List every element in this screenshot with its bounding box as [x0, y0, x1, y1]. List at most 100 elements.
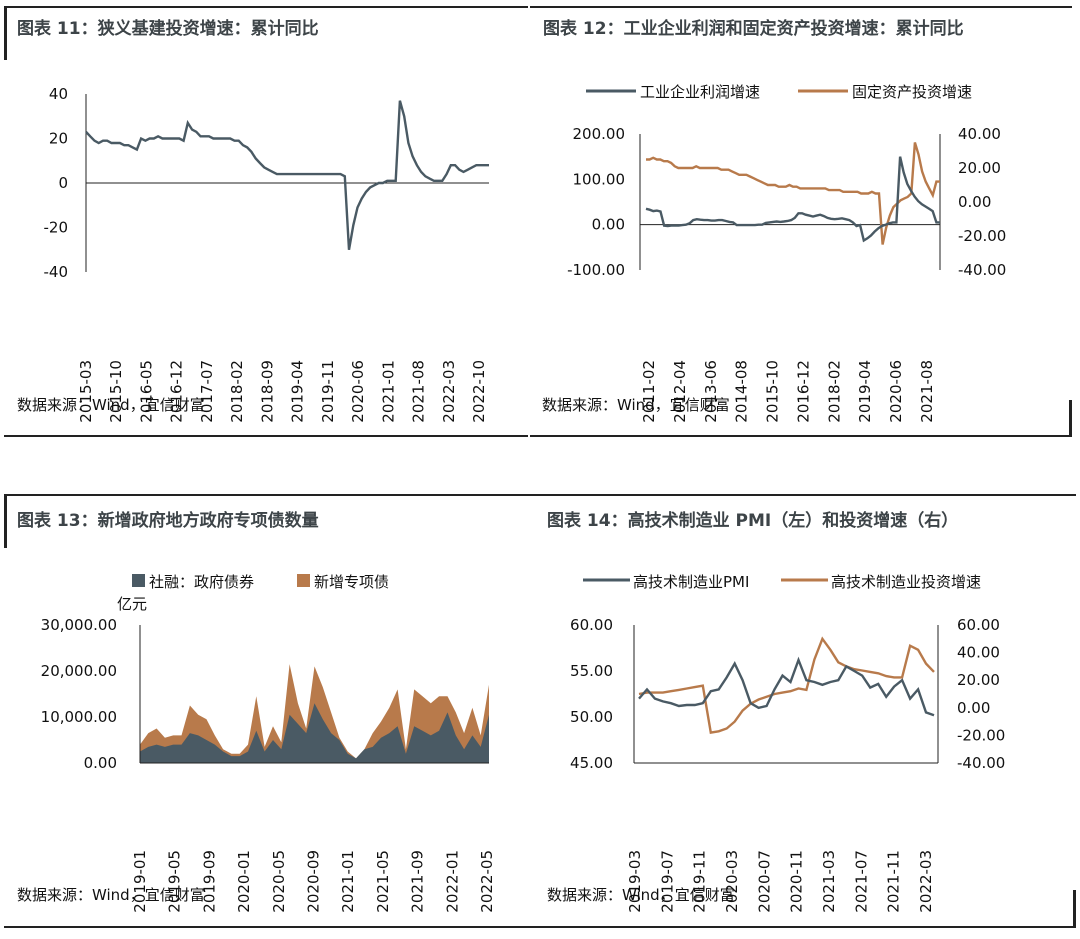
chart11-ytick-label: 40 — [49, 85, 68, 103]
panel12-right-rule — [1069, 400, 1072, 437]
chart14-right-ytick-label: 20.00 — [957, 671, 1000, 689]
chart12-left-ytick-label: 0.00 — [592, 216, 625, 234]
chart11-xtick-label: 2021-08 — [410, 360, 428, 423]
panel11-top-rule — [4, 6, 528, 8]
panel11-title: 图表 11：狭义基建投资增速：累计同比 — [17, 19, 319, 39]
chart12-right-ytick-label: 0.00 — [958, 193, 991, 211]
panel14-source: 数据来源：Wind，宜信财富 — [547, 886, 735, 904]
chart12-left-ytick-label: -100.00 — [567, 261, 625, 279]
chart12-xtick-label: 2013-06 — [702, 360, 720, 423]
chart11-xtick-label: 2015-10 — [107, 360, 125, 423]
chart13-xtick-label: 2021-05 — [374, 850, 392, 913]
chart14-xtick-label: 2019-11 — [691, 850, 709, 913]
panel13-top-rule — [4, 494, 530, 496]
chart13-xtick-label: 2021-09 — [409, 850, 427, 913]
chart11-xtick-label: 2022-03 — [440, 360, 458, 423]
chart11-xtick-label: 2016-12 — [168, 360, 186, 423]
chart12-left-ytick-label: 200.00 — [573, 125, 626, 143]
chart14-right-ytick-label: 60.00 — [957, 616, 1000, 634]
chart13-legend-label-government-bonds: 社融：政府债券 — [149, 573, 254, 591]
chart13-xtick-label: 2021-01 — [339, 850, 357, 913]
chart14-legend-label-investment: 高技术制造业投资增速 — [831, 573, 981, 591]
chart13-ytick-label: 10,000.00 — [41, 708, 117, 726]
chart14-xtick-label: 2019-07 — [658, 850, 676, 913]
chart12-xtick-label: 2014-08 — [733, 360, 751, 423]
chart11-ytick-label: 20 — [49, 130, 68, 148]
chart11-xtick-label: 2018-09 — [258, 360, 276, 423]
panel12-title: 图表 12：工业企业利润和固定资产投资增速：累计同比 — [543, 19, 964, 39]
chart13-unit-label: 亿元 — [117, 595, 147, 613]
chart13-xtick-label: 2019-01 — [131, 850, 149, 913]
chart14-xtick-label: 2019-03 — [626, 850, 644, 913]
panel13-bottom-rule — [4, 926, 530, 928]
chart14-right-ytick-label: -20.00 — [957, 726, 1005, 744]
chart13: 0.00 10,000.00 20,000.00 30,000.00亿元社融：政府债券… — [41, 573, 496, 913]
chart14-left-ytick-label: 45.00 — [570, 754, 613, 772]
chart12-right-ytick-label: 20.00 — [958, 159, 1001, 177]
chart11-ytick-label: 0 — [58, 174, 68, 192]
chart12-xtick-label: 2011-02 — [640, 360, 658, 423]
chart14-left-ytick-label: 55.00 — [570, 662, 613, 680]
chart11-xtick-label: 2016-05 — [137, 360, 155, 423]
chart13-xtick-label: 2022-05 — [478, 850, 496, 913]
chart12-legend-label-profit: 工业企业利润增速 — [640, 83, 760, 101]
chart12-xtick-label: 2016-12 — [794, 360, 812, 423]
chart11-ytick-label: -40 — [44, 263, 69, 281]
chart12-xtick-label: 2012-04 — [671, 360, 689, 423]
chart11-xtick-label: 2018-02 — [228, 360, 246, 423]
chart11-xtick-label: 2017-07 — [198, 360, 216, 423]
chart12: -100.00 0.00 100.00 200.00 -40.00 -20.00 0.00 2… — [567, 83, 1006, 423]
chart13-area-government-bonds — [140, 703, 489, 763]
panel14-title: 图表 14：高技术制造业 PMI（左）和投资增速（右） — [547, 511, 959, 531]
chart13-xtick-label: 2020-05 — [270, 850, 288, 913]
chart12-series-profit — [645, 156, 940, 243]
chart14-right-ytick-label: -40.00 — [957, 754, 1005, 772]
chart14-xtick-label: 2021-11 — [885, 850, 903, 913]
chart13-legend-label-special-bonds: 新增专项债 — [314, 573, 389, 591]
chart12-left-ytick-label: 100.00 — [573, 170, 626, 188]
chart11-series-line — [85, 100, 489, 251]
panel13-source: 数据来源：Wind，宜信财富 — [17, 886, 205, 904]
panel13-left-rule — [4, 496, 7, 548]
chart11: -40 -20 0 20 40 2015-03 2015-10 2016-05 2016-12 2… — [44, 85, 489, 423]
chart14-left-ytick-label: 50.00 — [570, 708, 613, 726]
chart14-xtick-label: 2021-07 — [852, 850, 870, 913]
chart13-xtick-label: 2020-09 — [305, 850, 323, 913]
chart13-ytick-label: 20,000.00 — [41, 662, 117, 680]
chart13-xtick-label: 2019-05 — [166, 850, 184, 913]
chart12-xtick-label: 2021-08 — [918, 360, 936, 423]
chart14-xtick-label: 2020-07 — [755, 850, 773, 913]
panel13-title: 图表 13：新增政府地方政府专项债数量 — [17, 511, 319, 531]
chart12-xtick-label: 2019-04 — [856, 360, 874, 423]
chart11-xtick-label: 2022-10 — [470, 360, 488, 423]
panel14-right-rule — [1073, 890, 1076, 928]
chart14-xtick-label: 2020-03 — [723, 850, 741, 913]
chart13-ytick-label: 0.00 — [84, 754, 117, 772]
chart12-series-investment — [646, 142, 940, 245]
panel12-bottom-rule — [530, 435, 1072, 437]
chart13-legend-swatch-government-bonds — [132, 574, 145, 587]
chart13-xtick-label: 2022-01 — [443, 850, 461, 913]
chart14-right-ytick-label: 40.00 — [957, 644, 1000, 662]
panel11-bottom-rule — [4, 435, 528, 437]
chart11-xtick-label: 2021-01 — [379, 360, 397, 423]
chart14-legend-label-pmi: 高技术制造业PMI — [633, 573, 749, 591]
panel12-top-rule — [530, 6, 1072, 8]
chart12-right-ytick-label: -20.00 — [958, 227, 1006, 245]
chart12-right-ytick-label: 40.00 — [958, 125, 1001, 143]
panel11-source: 数据来源：Wind，宜信财富 — [17, 396, 205, 414]
chart11-xtick-label: 2019-11 — [319, 360, 337, 423]
chart14-xtick-label: 2021-03 — [820, 850, 838, 913]
chart12-xtick-label: 2018-02 — [825, 360, 843, 423]
chart12-legend-label-investment: 固定资产投资增速 — [852, 83, 972, 101]
panel12-source: 数据来源：Wind，宜信财富 — [542, 396, 730, 414]
chart11-ytick-label: -20 — [44, 219, 69, 237]
chart13-xtick-label: 2020-01 — [235, 850, 253, 913]
chart11-xtick-label: 2019-04 — [289, 360, 307, 423]
chart14-xtick-label: 2022-03 — [917, 850, 935, 913]
chart13-ytick-label: 30,000.00 — [41, 616, 117, 634]
chart13-legend-swatch-special-bonds — [297, 574, 310, 587]
chart14-right-ytick-label: 0.00 — [957, 699, 990, 717]
chart14-xtick-label: 2020-11 — [788, 850, 806, 913]
